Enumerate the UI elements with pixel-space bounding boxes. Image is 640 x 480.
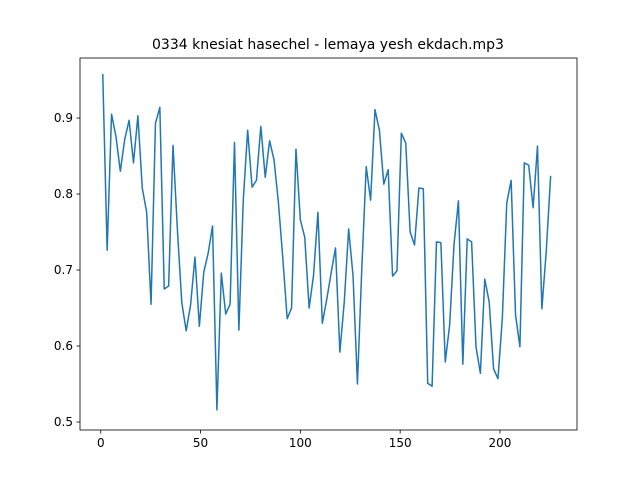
x-tick-label: 100 [289,436,312,450]
y-tick-label: 0.6 [54,339,73,353]
chart-title: 0334 knesiat hasechel - lemaya yesh ekda… [152,37,504,53]
plot-frame [79,57,578,431]
y-tick-label: 0.7 [54,263,73,277]
x-tick-label: 150 [389,436,412,450]
x-tick-label: 50 [193,436,208,450]
y-tick-label: 0.9 [54,111,73,125]
x-tick-label: 0 [97,436,105,450]
x-tick-label: 200 [489,436,512,450]
data-line [102,73,552,411]
y-tick-label: 0.5 [54,415,73,429]
y-tick-label: 0.8 [54,187,73,201]
